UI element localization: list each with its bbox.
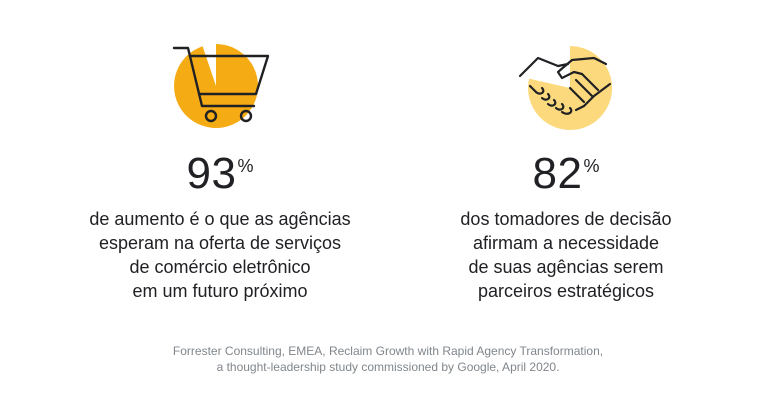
description-line: de comércio eletrônico <box>129 257 311 277</box>
handshake-icon <box>506 36 626 136</box>
stat-description: dos tomadores de decisão afirmam a neces… <box>386 207 746 303</box>
stat-value: 93 <box>186 149 237 198</box>
stat-description: de aumento é o que as agências esperam n… <box>40 207 400 303</box>
citation-line: Forrester Consulting, EMEA, Reclaim Grow… <box>172 344 604 358</box>
description-line: parceiros estratégicos <box>477 281 655 301</box>
source-citation: Forrester Consulting, EMEA, Reclaim Grow… <box>0 343 776 375</box>
stat-value: 82 <box>532 149 583 198</box>
description-line: afirmam a necessidade <box>472 233 660 253</box>
stat-unit: % <box>583 156 600 176</box>
description-line: de suas agências serem <box>468 257 664 277</box>
description-line: em um futuro próximo <box>132 281 308 301</box>
description-line: esperam na oferta de serviços <box>98 233 342 253</box>
citation-line: a thought-leadership study commissioned … <box>216 360 560 374</box>
description-line: de aumento é o que as agências <box>89 209 351 229</box>
shopping-cart-icon <box>166 36 286 136</box>
stat-unit: % <box>237 156 254 176</box>
description-line: dos tomadores de decisão <box>460 209 672 229</box>
stat-figure: 93% <box>40 150 400 198</box>
stat-figure: 82% <box>386 150 746 198</box>
